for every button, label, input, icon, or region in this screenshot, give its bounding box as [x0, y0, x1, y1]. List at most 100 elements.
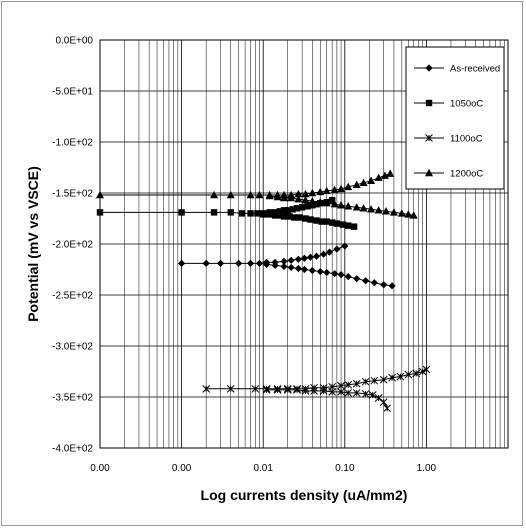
data-point [418, 367, 427, 376]
data-point [287, 256, 295, 264]
data-point [308, 196, 317, 205]
data-point [409, 211, 418, 219]
data-point [280, 207, 288, 214]
legend-label: 1100oC [450, 134, 483, 145]
data-point [383, 404, 391, 413]
data-point [362, 277, 370, 285]
data-point [308, 266, 316, 275]
legend: As-received 1050oC 1100oC 1200oC [405, 46, 505, 190]
data-point [210, 190, 219, 199]
data-point [325, 248, 334, 256]
y-tick-label: 0.0E+00 [55, 36, 93, 47]
data-point [294, 255, 302, 263]
data-point [238, 210, 246, 217]
data-point [96, 190, 104, 199]
data-point [280, 213, 288, 220]
data-point [339, 221, 347, 228]
data-point [307, 216, 314, 223]
legend-marker [425, 64, 433, 72]
data-point [265, 191, 274, 200]
legend-label: 1200oC [450, 169, 483, 180]
legend-box [405, 46, 505, 190]
data-point [361, 390, 370, 398]
data-point [246, 190, 255, 199]
data-point [262, 260, 271, 268]
y-tick-label: -1.0E+02 [52, 138, 93, 149]
data-point [344, 202, 353, 210]
data-point [226, 190, 235, 199]
data-point [344, 273, 352, 281]
x-tick-label: 0.00 [90, 463, 110, 474]
data-point [251, 384, 260, 393]
series-diamond [178, 242, 396, 290]
data-point [352, 203, 361, 211]
data-point [322, 199, 331, 207]
data-point [344, 389, 353, 397]
data-point [287, 263, 295, 272]
y-tick-label: -4.0E+02 [52, 444, 93, 455]
data-point [301, 189, 310, 198]
data-point [226, 384, 235, 393]
data-point [289, 206, 296, 213]
data-point [359, 204, 368, 212]
y-tick-label: -1.5E+02 [52, 189, 93, 200]
data-point [96, 209, 104, 216]
data-point [310, 387, 318, 395]
data-point [202, 384, 211, 393]
y-tick-label: -5.0E+01 [52, 87, 93, 98]
series-triangle [96, 169, 418, 219]
data-point [280, 257, 288, 265]
y-tick-label: -3.5E+02 [52, 393, 93, 404]
data-point [333, 245, 341, 253]
data-point [367, 176, 376, 184]
data-point [344, 182, 353, 191]
data-point [260, 211, 267, 218]
data-point [319, 387, 328, 395]
legend-label: 1050oC [450, 99, 483, 110]
data-point [404, 210, 413, 218]
data-point [318, 218, 325, 225]
data-point [374, 394, 383, 402]
legend-marker [425, 99, 433, 107]
data-point [300, 254, 309, 262]
x-tick-label: 0.10 [335, 463, 355, 474]
data-point [301, 387, 310, 395]
data-point [333, 220, 341, 227]
data-point [328, 388, 337, 396]
data-point [380, 281, 388, 289]
data-point [210, 209, 218, 216]
data-point [396, 372, 405, 381]
data-point [309, 202, 316, 209]
data-point [379, 375, 388, 384]
data-point [202, 259, 210, 267]
data-point [337, 388, 345, 396]
data-point [273, 192, 282, 201]
data-point [254, 210, 261, 217]
legend-marker [425, 168, 433, 177]
data-point [380, 171, 389, 179]
data-point [280, 262, 288, 271]
x-tick-label: 1.00 [417, 463, 437, 474]
data-point [322, 186, 331, 195]
data-point [296, 214, 303, 221]
data-point [374, 206, 383, 214]
data-point [271, 261, 279, 270]
data-point [370, 376, 379, 385]
data-point [382, 207, 391, 215]
data-point [235, 259, 243, 267]
data-point [352, 379, 361, 388]
data-point [367, 205, 376, 213]
data-point [304, 203, 311, 210]
data-point [374, 173, 383, 181]
data-point [178, 259, 186, 267]
data-point [312, 252, 321, 260]
y-tick-label: -3.0E+02 [52, 342, 93, 353]
data-point [331, 269, 339, 278]
data-point [316, 267, 324, 276]
data-point [286, 213, 293, 220]
y-axis-title: Potential (mV vs VSCE) [25, 166, 41, 322]
legend-label: As-received [450, 64, 500, 75]
x-tick-label: 0.00 [172, 463, 192, 474]
data-point [361, 377, 370, 386]
data-point [255, 259, 264, 267]
